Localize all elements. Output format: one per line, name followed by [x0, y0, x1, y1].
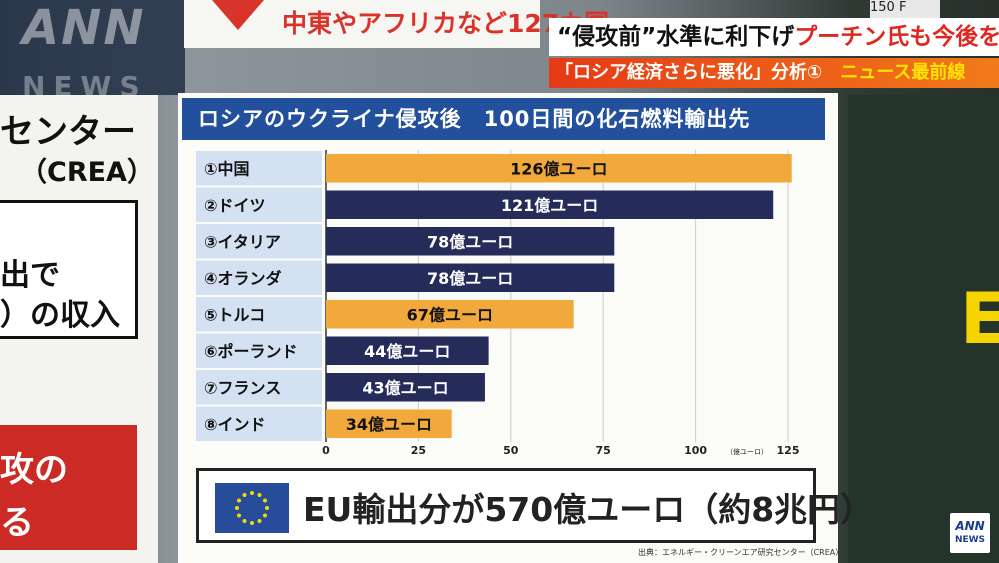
- category-label: ⑧インド: [204, 415, 266, 434]
- eu-star: [235, 506, 239, 510]
- subline-part-1: 「ロシア経済さらに悪化」分析①: [555, 62, 823, 83]
- source-note: 出典：エネルギー・クリーンエア研究センター（CREA）: [638, 548, 844, 557]
- eu-star: [250, 491, 254, 495]
- ann-news-logo: ANN NEWS: [950, 513, 990, 553]
- eu-summary-box: EU輸出分が570億ユーロ（約8兆円）: [196, 468, 873, 543]
- headline-part-2: プーチン氏も今後を警戒: [794, 24, 999, 50]
- category-band: [196, 187, 322, 222]
- eu-star: [242, 518, 247, 523]
- bar-value-label: 78億ユーロ: [427, 269, 513, 288]
- left-board-text-4: ）の収入: [0, 298, 120, 333]
- eu-star: [237, 513, 242, 518]
- left-board-text-3: 出で: [0, 258, 60, 293]
- bar: [326, 190, 774, 219]
- category-label: ②ドイツ: [204, 196, 266, 215]
- bar-value-label: 44億ユーロ: [364, 342, 450, 361]
- category-band: [196, 297, 322, 332]
- x-unit-label: （億ユーロ）: [726, 447, 768, 456]
- left-red-box: [0, 425, 137, 550]
- eu-star: [262, 498, 267, 503]
- left-board-box: [0, 200, 138, 339]
- left-top-strip: [0, 0, 185, 95]
- bar-value-label: 126億ユーロ: [510, 159, 607, 178]
- category-band: [196, 333, 322, 368]
- subline-bar: 「ロシア経済さらに悪化」分析① ニュース最前線: [549, 58, 999, 88]
- category-band: [196, 370, 322, 405]
- bar: [326, 373, 485, 402]
- category-band: [196, 260, 322, 295]
- category-label: ⑦フランス: [204, 378, 281, 397]
- left-board-text-5: 攻の: [0, 450, 68, 490]
- eu-summary-text: EU輸出分が570億ユーロ（約8兆円）: [303, 490, 874, 529]
- logo-bottom-text: NEWS: [954, 535, 986, 545]
- eu-star: [237, 498, 242, 503]
- left-board-text-2: （CREA）: [20, 157, 154, 188]
- bar-value-label: 121億ユーロ: [501, 196, 598, 215]
- x-tick-label: 50: [503, 444, 519, 457]
- right-board-letter: E: [960, 278, 999, 360]
- bar: [326, 409, 452, 438]
- category-label: ③イタリア: [204, 232, 281, 251]
- category-label: ①中国: [204, 159, 250, 178]
- bar-value-label: 34億ユーロ: [346, 415, 432, 434]
- bar: [326, 154, 792, 183]
- bar-value-label: 78億ユーロ: [427, 232, 513, 251]
- bar-value-label: 67億ユーロ: [407, 305, 493, 324]
- left-board-text-1: センター: [0, 112, 136, 152]
- red-arrow-icon: [212, 0, 264, 30]
- x-tick-label: 25: [411, 444, 426, 457]
- ann-watermark: ANN: [22, 0, 146, 56]
- news-watermark: NEWS: [22, 70, 148, 103]
- left-board-text-6: る: [0, 503, 34, 543]
- right-board: [848, 95, 999, 563]
- eu-star: [250, 521, 254, 525]
- category-label: ⑥ポーランド: [204, 342, 298, 361]
- x-tick-label: 100: [684, 444, 707, 457]
- x-tick-label: 125: [777, 444, 800, 457]
- eu-flag-icon: [215, 483, 289, 533]
- right-top-card: 150 F: [870, 0, 940, 18]
- category-band: [196, 151, 322, 186]
- category-label: ④オランダ: [204, 269, 282, 288]
- category-band: [196, 224, 322, 259]
- headline-bar: “侵攻前”水準に利下げプーチン氏も今後を警戒: [549, 18, 999, 56]
- headline-part-1: “侵攻前”水準に利下げ: [557, 24, 795, 50]
- panel-title: ロシアのウクライナ侵攻後 100日間の化石燃料輸出先: [182, 98, 825, 140]
- subline-part-2: ニュース最前線: [840, 62, 966, 83]
- eu-star: [257, 518, 262, 523]
- eu-star: [265, 506, 269, 510]
- eu-star: [242, 493, 247, 498]
- bar: [326, 300, 574, 329]
- bar: [326, 263, 615, 292]
- bar-value-label: 43億ユーロ: [362, 378, 448, 397]
- x-tick-label: 75: [596, 444, 611, 457]
- category-band: [196, 406, 322, 441]
- bar: [326, 336, 489, 365]
- eu-star: [262, 513, 267, 518]
- logo-top-text: ANN: [955, 519, 985, 533]
- category-label: ⑤トルコ: [204, 305, 265, 324]
- x-tick-label: 0: [322, 444, 330, 457]
- eu-star: [257, 493, 262, 498]
- bar: [326, 227, 615, 256]
